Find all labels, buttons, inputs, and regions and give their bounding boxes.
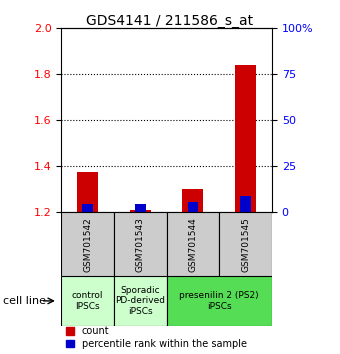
Bar xyxy=(167,276,272,326)
Bar xyxy=(130,210,151,212)
Legend: count, percentile rank within the sample: count, percentile rank within the sample xyxy=(66,326,246,349)
Bar xyxy=(240,196,251,212)
Bar xyxy=(77,172,98,212)
Text: presenilin 2 (PS2)
iPSCs: presenilin 2 (PS2) iPSCs xyxy=(180,291,259,310)
Bar xyxy=(82,204,93,212)
Text: Sporadic
PD-derived
iPSCs: Sporadic PD-derived iPSCs xyxy=(115,286,165,316)
Text: GSM701544: GSM701544 xyxy=(188,217,198,272)
Bar xyxy=(188,202,198,212)
Text: GSM701543: GSM701543 xyxy=(136,217,145,272)
Bar xyxy=(114,276,167,326)
Bar xyxy=(219,212,272,276)
Text: control
IPSCs: control IPSCs xyxy=(72,291,103,310)
Bar xyxy=(167,212,219,276)
Text: GDS4141 / 211586_s_at: GDS4141 / 211586_s_at xyxy=(86,14,254,28)
Bar xyxy=(61,276,114,326)
Bar xyxy=(114,212,167,276)
Text: cell line: cell line xyxy=(3,296,46,306)
Bar xyxy=(61,212,114,276)
Text: GSM701542: GSM701542 xyxy=(83,217,92,272)
Bar xyxy=(135,204,146,212)
Text: GSM701545: GSM701545 xyxy=(241,217,250,272)
Bar xyxy=(183,189,204,212)
Bar xyxy=(235,65,256,212)
